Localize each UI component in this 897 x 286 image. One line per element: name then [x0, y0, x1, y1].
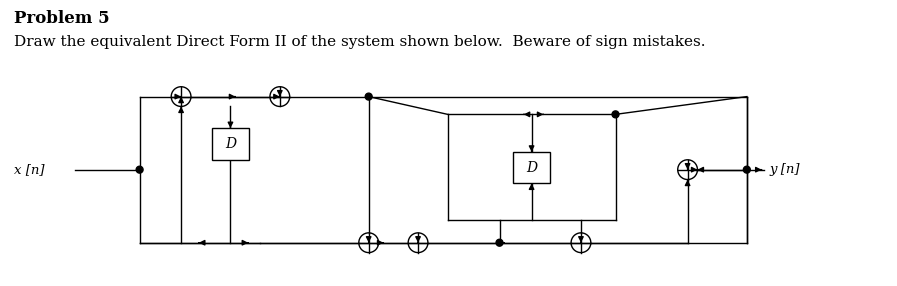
Text: x [n]: x [n] [14, 163, 45, 176]
Circle shape [365, 93, 372, 100]
Circle shape [744, 166, 750, 173]
Circle shape [136, 166, 144, 173]
Text: D: D [225, 137, 236, 151]
Text: Problem 5: Problem 5 [14, 10, 109, 27]
Text: D: D [526, 161, 537, 175]
Circle shape [496, 239, 503, 246]
Text: y [n]: y [n] [770, 163, 800, 176]
Bar [513, 152, 551, 184]
Circle shape [612, 111, 619, 118]
Bar [212, 128, 249, 160]
Text: Draw the equivalent Direct Form II of the system shown below.  Beware of sign mi: Draw the equivalent Direct Form II of th… [14, 35, 706, 49]
